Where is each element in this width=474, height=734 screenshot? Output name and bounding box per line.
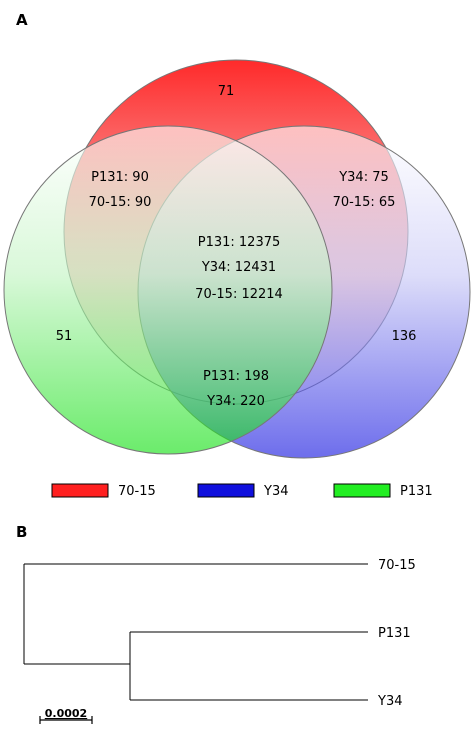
region-p131-y34-a: P131: 198 bbox=[203, 369, 269, 384]
region-only-p131: 51 bbox=[56, 329, 73, 344]
region-y34-70-15-a: Y34: 75 bbox=[338, 170, 389, 185]
region-center-c: 70-15: 12214 bbox=[195, 287, 283, 302]
legend-swatch-y34 bbox=[197, 483, 255, 498]
legend-label-p131: P131 bbox=[400, 484, 433, 499]
circle-p131 bbox=[3, 125, 333, 455]
region-only-70-15: 71 bbox=[218, 84, 235, 99]
tree-leaf-p131: P131 bbox=[378, 626, 411, 641]
scale-bar: 0.0002 bbox=[39, 707, 93, 724]
legend: 70-15 Y34 P131 bbox=[51, 483, 433, 499]
panel-a-label: A bbox=[16, 11, 28, 29]
legend-label-y34: Y34 bbox=[263, 484, 288, 499]
tree-leaf-70-15: 70-15 bbox=[378, 558, 416, 573]
panel-b-label: B bbox=[16, 523, 27, 541]
region-p131-70-15-b: 70-15: 90 bbox=[89, 195, 152, 210]
venn-diagram: 71 P131: 90 70-15: 90 Y34: 75 70-15: 65 … bbox=[3, 59, 471, 459]
region-p131-70-15-a: P131: 90 bbox=[91, 170, 149, 185]
scale-bar-label: 0.0002 bbox=[45, 707, 87, 720]
legend-label-70-15: 70-15 bbox=[118, 484, 156, 499]
region-center-b: Y34: 12431 bbox=[201, 260, 276, 275]
region-only-y34: 136 bbox=[392, 329, 417, 344]
legend-swatch-p131 bbox=[333, 483, 391, 498]
region-center-a: P131: 12375 bbox=[198, 235, 281, 250]
tree-leaf-y34: Y34 bbox=[377, 694, 402, 709]
legend-swatch-70-15 bbox=[51, 483, 109, 498]
region-y34-70-15-b: 70-15: 65 bbox=[333, 195, 396, 210]
region-p131-y34-b: Y34: 220 bbox=[206, 394, 265, 409]
phylogenetic-tree bbox=[23, 563, 368, 701]
